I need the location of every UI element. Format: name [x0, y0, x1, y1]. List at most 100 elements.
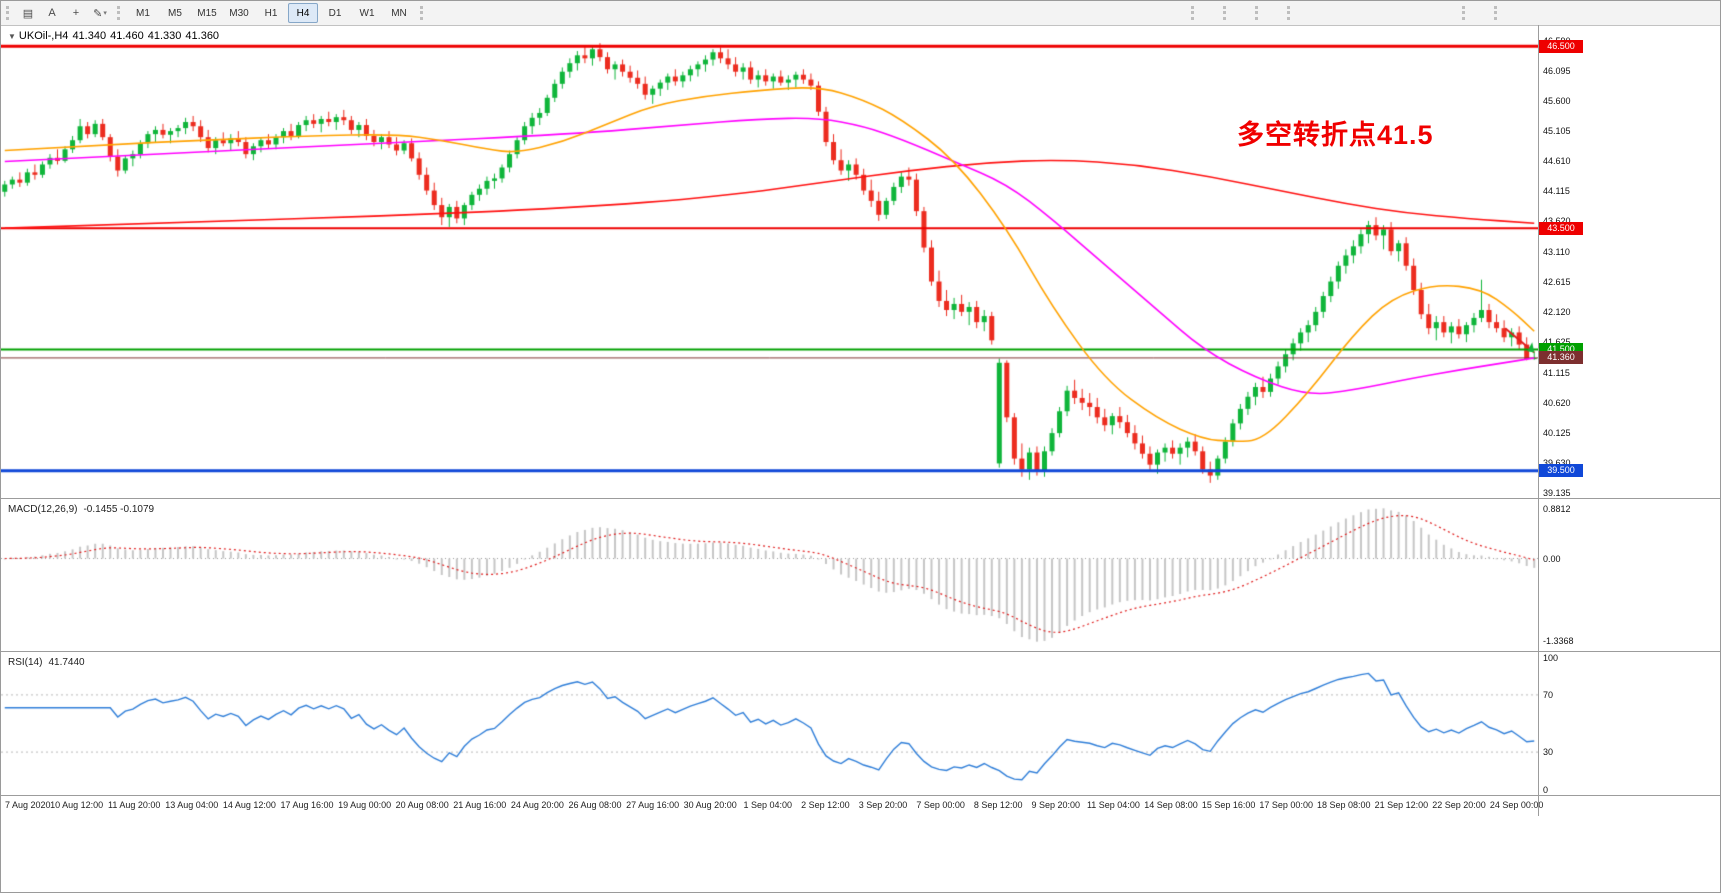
bar-close: 41.360 — [185, 30, 220, 42]
charts-icon[interactable]: ▤ — [22, 7, 34, 20]
macd-axis-label: 0.8812 — [1543, 504, 1571, 515]
time-axis-label: 21 Aug 16:00 — [453, 800, 507, 810]
timeframe-button-m5[interactable]: M5 — [168, 7, 182, 19]
time-axis-label: 20 Aug 08:00 — [395, 800, 449, 810]
panel-separator[interactable] — [1, 498, 1720, 499]
time-axis-label: 17 Aug 16:00 — [280, 800, 334, 810]
toolbar-grip[interactable] — [1494, 6, 1499, 20]
price-axis-label: 44.610 — [1543, 155, 1571, 166]
price-axis-label: 39.135 — [1543, 487, 1571, 498]
rsi-value: 41.7440 — [48, 657, 85, 668]
time-axis-label: 3 Sep 20:00 — [858, 800, 908, 810]
price-axis-label: 41.625 — [1543, 336, 1571, 347]
toolbar-grip[interactable] — [1287, 6, 1292, 20]
time-axis-label: 14 Aug 12:00 — [222, 800, 276, 810]
time-axis-label: 11 Sep 04:00 — [1086, 800, 1140, 810]
timeframe-button-m30[interactable]: M30 — [229, 7, 249, 19]
rsi-title: RSI(14) — [8, 657, 43, 668]
time-axis-label: 14 Sep 08:00 — [1144, 800, 1198, 810]
time-axis-label: 9 Sep 20:00 — [1031, 800, 1081, 810]
time-axis-label: 10 Aug 12:00 — [50, 800, 104, 810]
timeframe-button-m15[interactable]: M15 — [197, 7, 217, 19]
toolbar-left-group: ▤ A + ✎ ▾ — [16, 3, 112, 23]
rsi-axis-label: 70 — [1543, 689, 1554, 700]
toolbar-grip[interactable] — [117, 6, 122, 20]
main-chart-canvas[interactable] — [1, 25, 1538, 498]
rsi-indicator-label: RSI(14) 41.7440 — [8, 657, 85, 668]
toolbar-grip[interactable] — [1223, 6, 1228, 20]
price-axis-label: 39.630 — [1543, 457, 1571, 468]
price-axis-label: 44.115 — [1543, 185, 1570, 196]
time-axis-label: 24 Sep 00:00 — [1489, 800, 1544, 810]
time-axis-label: 2 Sep 12:00 — [801, 800, 850, 810]
panel-separator[interactable] — [1, 651, 1720, 652]
toolbar-grip[interactable] — [420, 6, 425, 20]
time-axis-label: 11 Aug 20:00 — [107, 800, 161, 810]
macd-axis-label: 0.00 — [1543, 553, 1561, 564]
bar-open: 41.340 — [72, 30, 107, 42]
symbol-ohlc-header: ▼ UKOil-,H4 41.340 41.460 41.330 41.360 — [8, 30, 223, 42]
symbol-name: UKOil-,H4 — [18, 30, 69, 42]
draw-tools-icon[interactable]: ✎ ▾ — [93, 7, 107, 20]
time-axis-label: 1 Sep 04:00 — [743, 800, 793, 810]
time-axis-label: 21 Sep 12:00 — [1374, 800, 1429, 810]
timeframe-button-h4[interactable]: H4 — [288, 3, 318, 23]
bar-high: 41.460 — [110, 30, 144, 42]
price-axis-label: 40.620 — [1543, 397, 1571, 408]
toolbar-grip[interactable] — [6, 6, 11, 20]
time-axis-label: 22 Sep 20:00 — [1432, 800, 1486, 810]
price-axis-label: 43.620 — [1543, 216, 1571, 226]
time-axis-label: 8 Sep 12:00 — [973, 800, 1023, 810]
toolbar-grip[interactable] — [1462, 6, 1467, 20]
price-axis-label: 45.105 — [1543, 125, 1571, 136]
time-axis-label: 17 Sep 00:00 — [1259, 800, 1313, 810]
toolbar: ▤ A + ✎ ▾ M1 M5 M15 M30 H1 H4 D1 W1 MN — [1, 1, 1720, 26]
crosshair-icon[interactable]: + — [72, 7, 80, 19]
timeframe-toolbar: M1 M5 M15 M30 H1 H4 D1 W1 MN — [127, 3, 415, 23]
macd-values: -0.1455 -0.1079 — [83, 504, 155, 515]
macd-panel-canvas[interactable] — [1, 499, 1538, 651]
macd-title: MACD(12,26,9) — [8, 504, 78, 515]
chart-menu-icon[interactable]: ▼ — [8, 32, 16, 41]
price-axis-label: 45.600 — [1543, 95, 1571, 106]
timeframe-button-mn[interactable]: MN — [391, 7, 407, 19]
time-axis-label: 19 Aug 00:00 — [338, 800, 392, 810]
macd-axis-label: -1.3368 — [1543, 635, 1574, 646]
time-axis-label: 30 Aug 20:00 — [683, 800, 737, 810]
rsi-axis-label: 30 — [1543, 747, 1554, 758]
text-tool-icon[interactable]: A — [48, 7, 56, 19]
current-price-tag: 41.360 — [1539, 351, 1583, 365]
rsi-panel-canvas[interactable] — [1, 652, 1538, 795]
time-axis-separator — [1, 795, 1720, 796]
timeframe-button-h1[interactable]: H1 — [264, 7, 278, 19]
time-axis-label: 7 Sep 00:00 — [916, 800, 965, 810]
price-axis-label: 46.095 — [1543, 65, 1571, 76]
timeframe-button-w1[interactable]: W1 — [359, 7, 375, 19]
toolbar-grip[interactable] — [1255, 6, 1260, 20]
price-axis-label: 40.125 — [1543, 427, 1571, 438]
macd-indicator-label: MACD(12,26,9) -0.1455 -0.1079 — [8, 504, 154, 515]
level-price-tag: 43.500 — [1539, 221, 1583, 235]
timeframe-button-d1[interactable]: D1 — [328, 7, 342, 19]
rsi-axis-label: 0 — [1543, 785, 1549, 795]
dropdown-caret-icon: ▾ — [103, 10, 107, 17]
price-axis-label: 43.110 — [1543, 246, 1570, 257]
time-axis-label: 27 Aug 16:00 — [626, 800, 680, 810]
price-axis-label: 42.615 — [1543, 276, 1571, 287]
axis-separator — [1538, 25, 1539, 816]
time-axis-label: 7 Aug 2020 — [5, 800, 51, 810]
level-price-tag: 46.500 — [1539, 39, 1583, 53]
toolbar-grip[interactable] — [1191, 6, 1196, 20]
time-axis-label: 18 Sep 08:00 — [1317, 800, 1371, 810]
time-axis-label: 26 Aug 08:00 — [568, 800, 622, 810]
bar-low: 41.330 — [147, 30, 182, 42]
level-price-tag: 39.500 — [1539, 464, 1583, 478]
price-axis-label: 42.120 — [1543, 306, 1571, 317]
timeframe-button-m1[interactable]: M1 — [136, 7, 150, 19]
time-axis-label: 15 Sep 16:00 — [1201, 800, 1256, 810]
rsi-axis-label: 100 — [1543, 653, 1559, 663]
time-axis-label: 24 Aug 20:00 — [510, 800, 564, 810]
time-axis-label: 13 Aug 04:00 — [165, 800, 219, 810]
price-axis-label: 41.115 — [1543, 367, 1570, 378]
